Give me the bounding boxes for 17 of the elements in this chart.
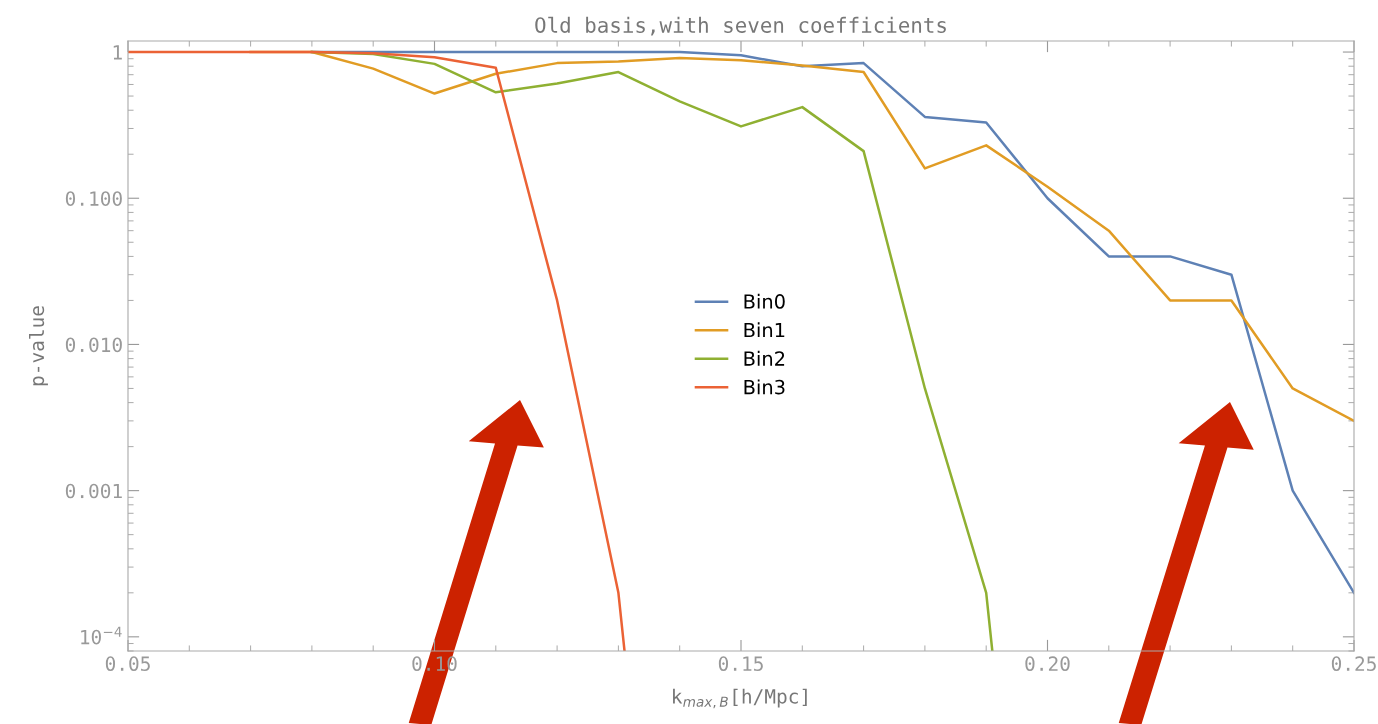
y-tick-label: 0.010 xyxy=(65,337,122,353)
legend-label: Bin0 xyxy=(744,293,785,309)
x-tick-label: 0.05 xyxy=(105,656,150,672)
y-axis-title: p-value xyxy=(29,306,48,386)
x-tick-label: 0.20 xyxy=(1025,656,1070,672)
y-tick-label: 10$^{−4}$ xyxy=(81,626,122,645)
x-axis-title: k$_{max,B}$[h/Mpc] xyxy=(673,688,807,709)
x-tick-label: 0.15 xyxy=(718,656,763,672)
legend-label: Bin3 xyxy=(744,379,785,395)
y-tick-label: 1 xyxy=(113,45,122,60)
legend-label: Bin1 xyxy=(744,322,785,338)
y-tick-label: 0.100 xyxy=(65,191,122,206)
y-tick-label: 0.001 xyxy=(65,483,122,499)
legend-label: Bin2 xyxy=(744,350,785,366)
line-series xyxy=(128,50,626,651)
x-tick-label: 0.25 xyxy=(1331,656,1376,672)
chart-title: Old basis,with seven coefficients xyxy=(535,16,946,36)
